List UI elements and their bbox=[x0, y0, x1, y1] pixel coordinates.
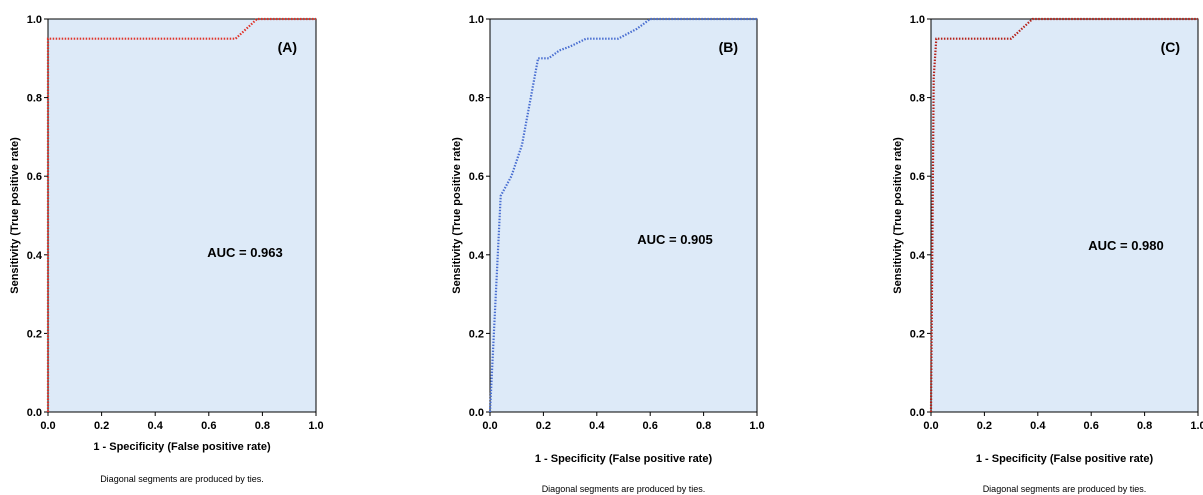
x-tick-label: 0.0 bbox=[482, 420, 497, 432]
x-tick-label: 0.8 bbox=[696, 420, 711, 432]
y-tick-label: 1.0 bbox=[469, 14, 484, 26]
footnote: Diagonal segments are produced by ties. bbox=[983, 484, 1147, 494]
y-tick-label: 0.2 bbox=[27, 328, 42, 340]
plot-area bbox=[47, 18, 317, 413]
panel-label: (A) bbox=[278, 39, 297, 55]
x-tick-label: 0.0 bbox=[40, 420, 55, 432]
x-axis-title: 1 - Specificity (False positive rate) bbox=[535, 453, 713, 465]
auc-annotation: AUC = 0.980 bbox=[1088, 238, 1164, 253]
auc-annotation: AUC = 0.963 bbox=[207, 245, 283, 260]
x-tick-label: 1.0 bbox=[308, 420, 323, 432]
y-tick-label: 0.4 bbox=[469, 250, 485, 262]
y-tick-label: 0.8 bbox=[469, 93, 484, 105]
y-tick-label: 0.8 bbox=[910, 93, 925, 105]
x-tick-label: 0.0 bbox=[923, 420, 938, 432]
y-tick-label: 0.6 bbox=[27, 171, 42, 183]
y-tick-label: 0.6 bbox=[469, 171, 484, 183]
roc-panel-0: 0.0 0.2 0.4 0.6 0.8 1.0 0.0 0.2 0.4 0.6 0.8 1.0 1 - … bbox=[9, 14, 324, 484]
y-axis-title: Sensitivity (True positive rate) bbox=[892, 137, 904, 294]
x-tick-label: 0.4 bbox=[1030, 420, 1046, 432]
roc-curve-line bbox=[46, 17, 316, 412]
y-tick-label: 0.0 bbox=[27, 407, 42, 419]
x-tick-label: 0.4 bbox=[148, 420, 164, 432]
x-tick-label: 0.6 bbox=[643, 420, 658, 432]
roc-panel-2: 0.0 0.2 0.4 0.6 0.8 1.0 0.0 0.2 0.4 0.6 0.8 1.0 1 - … bbox=[892, 14, 1203, 494]
y-axis-title: Sensitivity (True positive rate) bbox=[9, 137, 21, 294]
y-tick-label: 1.0 bbox=[910, 14, 925, 26]
y-tick-label: 0.0 bbox=[469, 407, 484, 419]
auc-annotation: AUC = 0.905 bbox=[637, 232, 713, 247]
y-axis-title: Sensitivity (True positive rate) bbox=[451, 137, 463, 294]
x-tick-label: 1.0 bbox=[1190, 420, 1203, 432]
y-tick-label: 0.2 bbox=[469, 328, 484, 340]
plot-area bbox=[489, 18, 758, 413]
y-tick-label: 0.2 bbox=[910, 328, 925, 340]
y-tick-label: 0.6 bbox=[910, 171, 925, 183]
roc-panel-1: 0.0 0.2 0.4 0.6 0.8 1.0 0.0 0.2 0.4 0.6 0.8 1.0 1 - … bbox=[451, 14, 765, 494]
footnote: Diagonal segments are produced by ties. bbox=[542, 484, 706, 494]
y-tick-label: 0.4 bbox=[27, 250, 43, 262]
x-tick-label: 0.8 bbox=[255, 420, 270, 432]
x-tick-label: 0.2 bbox=[977, 420, 992, 432]
x-tick-label: 0.2 bbox=[94, 420, 109, 432]
x-tick-label: 0.8 bbox=[1137, 420, 1152, 432]
x-tick-label: 0.4 bbox=[589, 420, 605, 432]
x-tick-label: 1.0 bbox=[749, 420, 764, 432]
x-tick-label: 0.6 bbox=[201, 420, 216, 432]
footnote: Diagonal segments are produced by ties. bbox=[100, 474, 264, 484]
y-tick-label: 0.8 bbox=[27, 93, 42, 105]
x-axis-title: 1 - Specificity (False positive rate) bbox=[93, 441, 271, 453]
plot-area bbox=[930, 18, 1199, 413]
panel-label: (B) bbox=[719, 39, 738, 55]
y-tick-label: 0.0 bbox=[910, 407, 925, 419]
x-tick-label: 0.6 bbox=[1084, 420, 1099, 432]
roc-curve-line bbox=[488, 17, 757, 413]
y-tick-label: 1.0 bbox=[27, 14, 42, 26]
panel-label: (C) bbox=[1161, 39, 1180, 55]
y-tick-label: 0.4 bbox=[910, 250, 926, 262]
x-axis-title: 1 - Specificity (False positive rate) bbox=[976, 453, 1154, 465]
roc-curve-line bbox=[929, 17, 1198, 413]
x-tick-label: 0.2 bbox=[536, 420, 551, 432]
